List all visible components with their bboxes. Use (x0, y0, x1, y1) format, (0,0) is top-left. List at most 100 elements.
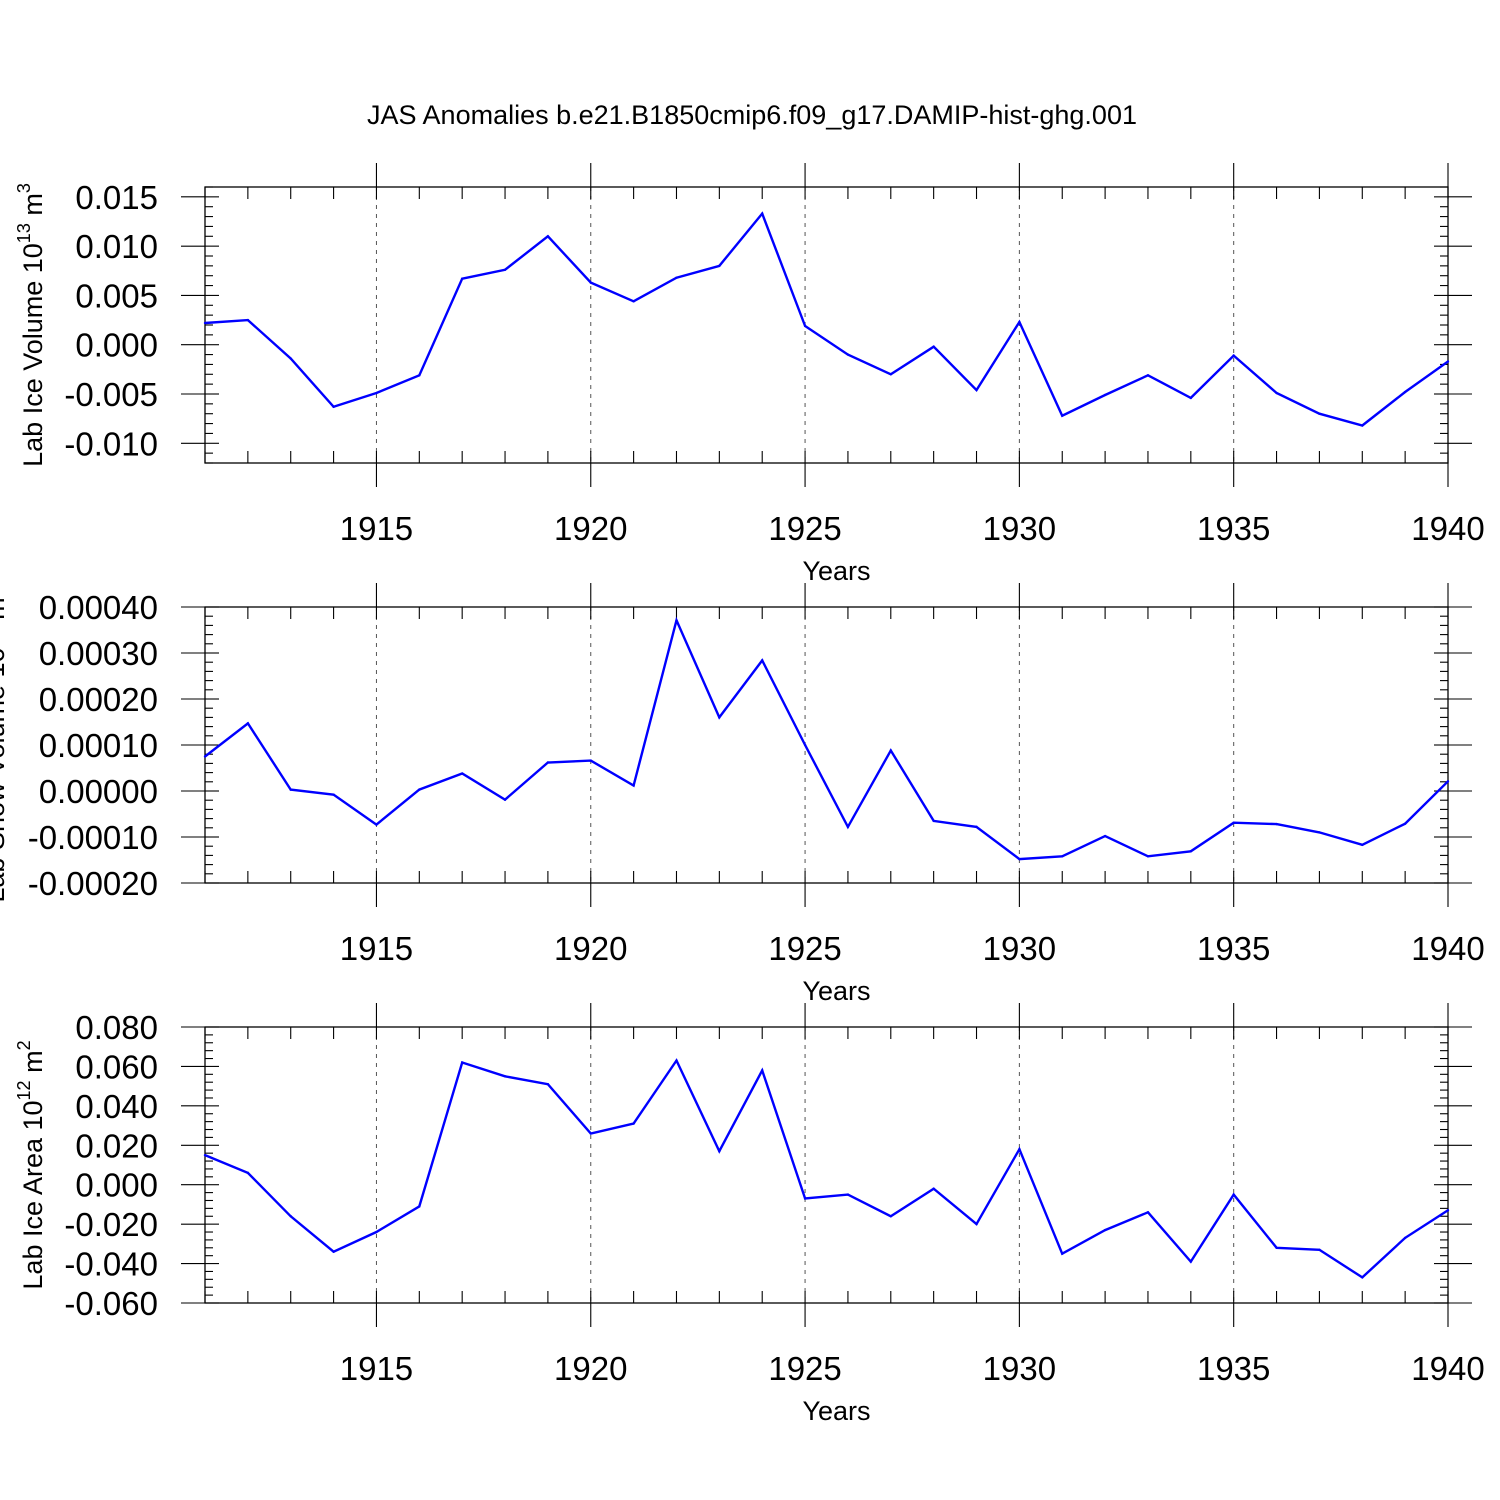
data-point (846, 825, 850, 829)
series-line-lab-ice-volume (204, 211, 1449, 427)
data-point (1318, 1248, 1321, 1251)
plot-frame (204, 1026, 1449, 1304)
data-point (289, 357, 292, 360)
data-point (332, 1250, 335, 1253)
panel-lab-snow-volume: -0.00020 -0.00010 0.00000 0.00010 0.00020 0.0… (0, 583, 1485, 1006)
x-tick-label: 1925 (768, 510, 841, 547)
panel-lab-ice-area: -0.060-0.040-0.0200.0000.0200.0400.0600.… (14, 1003, 1485, 1426)
data-point (975, 1222, 978, 1226)
x-tick-label: 1920 (554, 510, 627, 547)
data-point (1189, 396, 1193, 400)
data-point (761, 659, 764, 662)
data-point (589, 281, 592, 284)
y-tick-label: 0.00010 (39, 727, 158, 764)
x-tick-label: 1940 (1411, 1350, 1484, 1387)
data-point (675, 619, 678, 622)
data-point (503, 798, 507, 801)
y-tick-label: 0.060 (75, 1048, 158, 1085)
data-point (846, 353, 850, 356)
data-point (1446, 780, 1450, 783)
data-point (1232, 821, 1235, 824)
data-point (803, 743, 807, 747)
x-tick-label: 1935 (1197, 510, 1270, 547)
x-tick-label: 1930 (983, 1350, 1056, 1387)
data-point (1403, 1236, 1407, 1240)
data-point (418, 1205, 421, 1208)
x-tick-label: 1930 (983, 930, 1056, 967)
data-point (846, 1193, 850, 1196)
data-point (675, 276, 678, 279)
data-point (246, 722, 250, 725)
data-point (375, 823, 378, 826)
data-point (1018, 1148, 1021, 1151)
y-tick-label: 0.020 (75, 1127, 158, 1164)
data-point (1103, 834, 1107, 838)
y-tick-label: 0.015 (75, 179, 158, 216)
data-point (375, 1230, 378, 1234)
y-tick-label: 0.040 (75, 1088, 158, 1125)
data-point (932, 819, 935, 823)
data-point (632, 1122, 635, 1125)
data-point (418, 788, 421, 791)
data-point (1446, 360, 1450, 363)
data-point (1275, 1246, 1278, 1250)
x-tick-label: 1935 (1197, 930, 1270, 967)
data-point (460, 277, 464, 280)
data-point (1061, 414, 1064, 417)
data-point (1232, 1193, 1235, 1196)
x-tick-label: 1915 (340, 510, 413, 547)
x-tick-label: 1915 (340, 930, 413, 967)
x-tick-label: 1930 (983, 510, 1056, 547)
x-tick-label: 1925 (768, 930, 841, 967)
data-point (589, 1132, 592, 1135)
data-point (460, 1061, 464, 1064)
data-point (1146, 855, 1150, 858)
data-point (1189, 1260, 1193, 1263)
y-tick-label: 0.00000 (39, 773, 158, 810)
data-point (1103, 1228, 1107, 1232)
x-axis-title: Years (802, 556, 870, 586)
x-tick-label: 1940 (1411, 930, 1484, 967)
x-tick-label: 1940 (1411, 510, 1484, 547)
y-tick-label: 0.00020 (39, 681, 158, 718)
y-axis-title: Lab Ice Area 1012 m2 (14, 1040, 48, 1289)
data-point (889, 373, 892, 376)
data-point (289, 788, 292, 791)
data-point (546, 761, 550, 764)
x-tick-label: 1920 (554, 930, 627, 967)
y-tick-label: 0.000 (75, 1167, 158, 1204)
data-point (203, 1153, 207, 1157)
data-point (932, 1187, 935, 1190)
data-point (503, 268, 507, 271)
data-point (289, 1215, 292, 1218)
y-tick-label: -0.040 (64, 1246, 158, 1283)
data-point (1275, 391, 1278, 395)
chart-title: JAS Anomalies b.e21.B1850cmip6.f09_g17.D… (367, 100, 1137, 130)
data-point (503, 1075, 507, 1078)
x-tick-label: 1915 (340, 1350, 413, 1387)
data-point (803, 1197, 807, 1200)
x-tick-label: 1935 (1197, 1350, 1270, 1387)
series-line-lab-snow-volume (204, 616, 1449, 861)
y-tick-label: -0.00020 (28, 865, 158, 902)
data-point (546, 235, 550, 238)
data-point (1403, 390, 1407, 394)
y-tick-label: 0.010 (75, 228, 158, 265)
panels: -0.010 -0.005 0.000 0.005 0.010 0.015 1915 1920… (0, 163, 1485, 1426)
data-point (718, 264, 721, 268)
data-point (975, 825, 978, 829)
y-tick-label: -0.060 (64, 1285, 158, 1322)
y-tick-label: 0.005 (75, 277, 158, 314)
data-point (632, 784, 635, 787)
data-point (1018, 320, 1021, 324)
y-tick-label: -0.00010 (28, 819, 158, 856)
data-point (1061, 1252, 1064, 1255)
data-point (932, 345, 935, 348)
data-point (1361, 843, 1364, 847)
data-point (1318, 831, 1321, 834)
data-point (718, 1150, 721, 1153)
data-point (675, 1059, 678, 1062)
data-point (1061, 855, 1064, 858)
data-point (1275, 822, 1278, 826)
y-tick-label: -0.005 (64, 376, 158, 413)
